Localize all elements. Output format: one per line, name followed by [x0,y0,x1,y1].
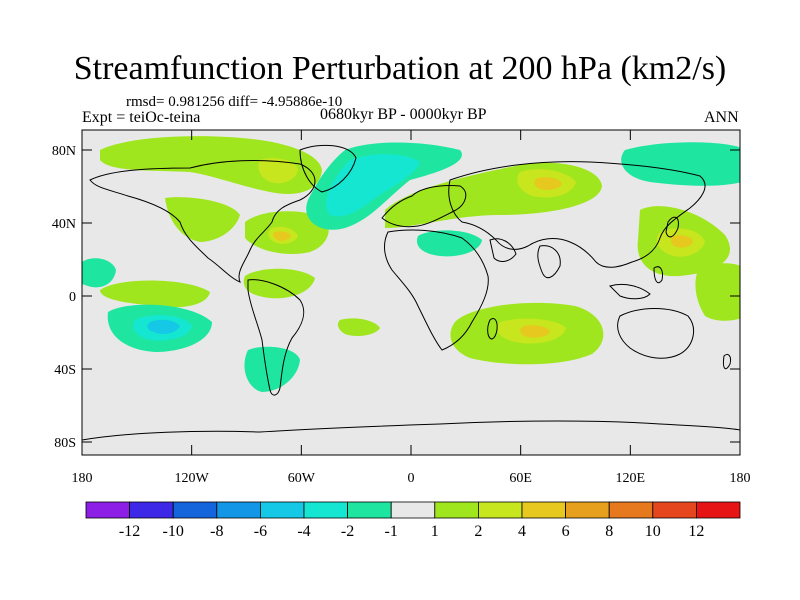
colorbar-label: 4 [518,523,526,540]
strong-negative-core-regions [147,319,180,334]
colorbar-label: -2 [341,523,354,540]
colorbar-swatch [477,501,523,519]
colorbar-swatch [129,501,174,519]
colorbar-label: 2 [474,523,482,540]
latitude-axis: 80N 40N 0 40S 80S [52,144,740,451]
colorbar-label: -6 [254,523,267,540]
colorbar-swatch [259,501,305,519]
coastlines [82,144,740,441]
colorbar-swatch [696,501,741,519]
colorbar-label: -4 [297,523,310,540]
period-label: 0680kyr BP - 0000kyr BP [320,106,487,123]
colorbar-swatch [565,501,610,519]
colorbar-label: -10 [163,523,184,540]
lon-label: 120W [175,471,210,486]
colorbar-label: 6 [562,523,570,540]
colorbar-label: -1 [385,523,398,540]
season-label: ANN [704,109,739,126]
longitude-axis: 180 120W 60W 0 60E 120E 180 [72,130,751,486]
colorbar-swatch [521,501,566,519]
colorbar-label: -12 [119,523,140,540]
colorbar-swatch [608,501,654,519]
colorbar-swatch [85,501,130,519]
colorbar-swatch [303,501,348,519]
chart-title: Streamfunction Perturbation at 200 hPa (… [73,50,727,87]
colorbar-label: 1 [431,523,439,540]
contour-fields [82,136,740,392]
colorbar: -12 -10 -8 -6 -4 -2 -1 1 2 4 6 8 10 12 [85,501,741,540]
colorbar-swatch [347,501,392,519]
lon-label: 0 [408,471,415,486]
colorbar-swatch [434,501,479,519]
lat-label: 40N [52,217,76,232]
colorbar-swatch [652,501,697,519]
lat-label: 40S [54,363,76,378]
colorbar-swatch [172,501,218,519]
colorbar-swatch [216,501,261,519]
lon-label: 180 [72,471,93,486]
lat-label: 80N [52,144,76,159]
colorbar-label: -8 [210,523,223,540]
lon-label: 120E [616,471,646,486]
lon-label: 180 [730,471,751,486]
colorbar-swatch [390,501,436,519]
strong-positive-core-regions [272,177,693,338]
rmsd-subtitle: rmsd= 0.981256 diff= -4.95886e-10 [126,94,343,110]
lon-label: 60E [509,471,532,486]
experiment-label: Expt = teiOc-teina [82,109,201,126]
colorbar-label: 12 [688,523,704,540]
lon-label: 60W [288,471,316,486]
colorbar-label: 8 [605,523,613,540]
lat-label: 0 [69,290,76,305]
colorbar-label: 10 [645,523,661,540]
lat-label: 80S [54,436,76,451]
